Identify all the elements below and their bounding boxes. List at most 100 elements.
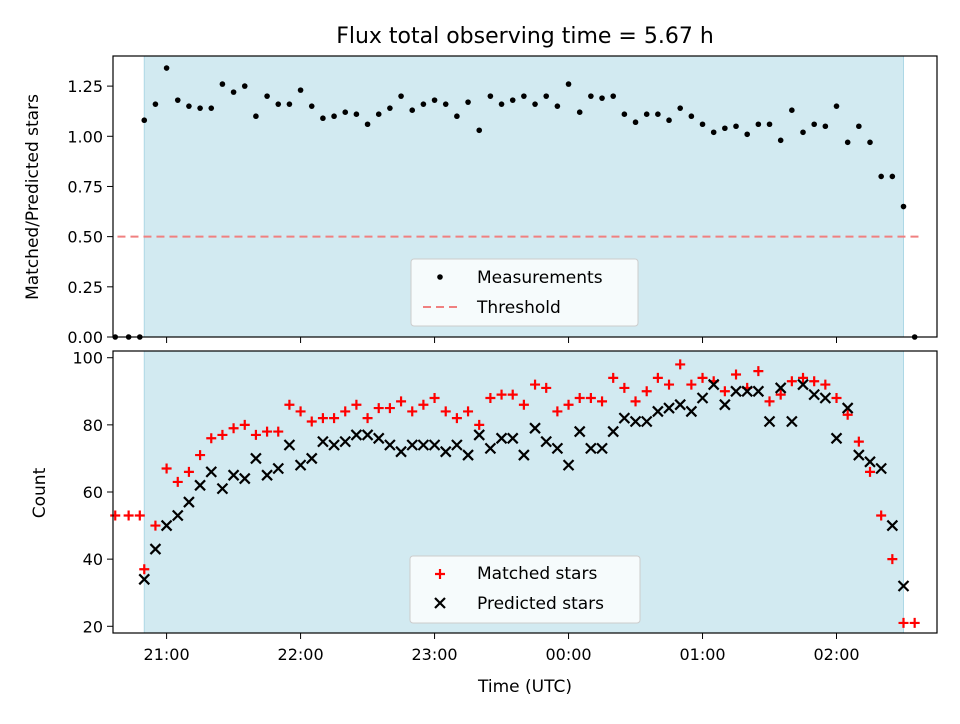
measurement-point [889, 173, 896, 180]
matched-star-marker [351, 399, 362, 410]
predicted-star-marker [674, 398, 686, 411]
measurement-point [677, 105, 683, 111]
measurement-point [174, 97, 181, 103]
bottom-y-tick-label-1: 40 [83, 550, 103, 569]
matched-star-marker [463, 406, 474, 417]
measurement-point [241, 83, 248, 89]
predicted-star-marker [607, 425, 619, 438]
measurement-point [733, 123, 739, 130]
predicted-star-marker [171, 509, 184, 522]
predicted-star-marker [763, 415, 776, 428]
measurement-point [442, 101, 449, 107]
predicted-star-marker [495, 432, 508, 445]
matched-star-marker [139, 564, 150, 575]
matched-star-marker [150, 520, 161, 531]
measurement-point [688, 113, 695, 120]
matched-star-marker [485, 393, 496, 403]
measurement-point [286, 101, 293, 107]
matched-star-marker [250, 429, 261, 440]
matched-star-marker [630, 396, 641, 407]
predicted-star-marker [518, 449, 530, 461]
measurement-point [219, 81, 226, 87]
measurement-point [297, 87, 304, 93]
measurement-point [331, 113, 337, 120]
matched-star-marker [340, 406, 351, 417]
x-tick-label-2: 23:00 [412, 645, 458, 664]
matched-star-marker [909, 617, 920, 628]
matched-star-marker [686, 379, 697, 390]
matched-star-marker [675, 359, 686, 370]
measurement-point [498, 101, 505, 107]
measurement-point [822, 123, 829, 130]
measurement-point [610, 93, 617, 99]
predicted-star-marker [696, 392, 709, 404]
predicted-star-marker [797, 378, 809, 391]
predicted-star-marker [484, 442, 497, 455]
predicted-star-marker [841, 402, 854, 414]
x-tick-label-5: 02:00 [813, 645, 859, 664]
predicted-star-marker [138, 573, 151, 586]
measurement-point [253, 113, 259, 120]
predicted-star-marker [629, 415, 642, 428]
measurement-point [230, 89, 237, 95]
matched-star-marker [563, 399, 574, 410]
matched-star-marker [317, 413, 328, 424]
predicted-star-marker [160, 519, 173, 532]
matched-star-marker [898, 617, 909, 628]
top-y-tick-label-2: 0.50 [67, 228, 103, 247]
matched-star-marker [195, 450, 206, 461]
legend-threshold-label: Threshold [476, 298, 561, 318]
measurement-point [833, 103, 840, 109]
predicted-star-marker [395, 445, 407, 458]
matched-star-marker [362, 413, 373, 424]
predicted-star-marker [372, 432, 385, 445]
predicted-star-marker [339, 435, 352, 448]
bottom-panel: 20 40 60 80 100 21:00 22:00 23:00 00:00 01:00 02:0… [72, 349, 938, 664]
matched-star-marker [775, 389, 786, 400]
matched-star-marker [597, 396, 608, 407]
predicted-star-marker [685, 405, 698, 418]
matched-star-marker [552, 406, 563, 417]
predicted-star-marker [618, 412, 631, 424]
measurement-point [789, 107, 795, 113]
matched-star-marker [842, 409, 853, 420]
measurement-point [353, 111, 360, 118]
measurement-point [476, 127, 483, 134]
measurement-point [599, 95, 605, 101]
chart-title: Flux total observing time = 5.67 h [336, 24, 714, 49]
matched-star-marker [887, 554, 898, 565]
measurement-point [186, 103, 192, 109]
matched-star-marker [384, 403, 395, 414]
predicted-star-marker [663, 402, 675, 414]
matched-star-marker [865, 466, 876, 477]
top-y-tick-label-3: 0.75 [67, 177, 103, 196]
legend-predicted-label: Predicted stars [477, 594, 604, 614]
measurement-point [867, 139, 873, 146]
predicted-star-marker [864, 456, 876, 468]
matched-star-marker [440, 406, 451, 417]
matched-star-marker [228, 423, 239, 434]
matched-star-marker [396, 396, 407, 407]
predicted-star-marker [540, 435, 552, 448]
predicted-star-marker [830, 432, 843, 445]
matched-star-marker [574, 393, 585, 403]
matched-star-marker [608, 372, 619, 383]
matched-star-marker [641, 386, 652, 397]
matched-star-marker [206, 433, 217, 444]
bottom-y-tick-label-2: 60 [83, 483, 103, 502]
measurement-point [532, 101, 538, 107]
legend-measurements-marker [437, 274, 443, 280]
matched-star-marker [451, 413, 462, 424]
measurement-point [398, 93, 404, 99]
matched-star-marker [262, 426, 273, 437]
matched-star-marker [831, 393, 842, 403]
matched-star-marker [123, 510, 134, 521]
predicted-star-marker [149, 543, 162, 555]
matched-star-marker [518, 399, 529, 410]
matched-star-marker [786, 376, 797, 387]
predicted-star-marker [384, 439, 396, 451]
x-tick-label-0: 21:00 [144, 645, 190, 664]
matched-star-marker [429, 393, 440, 403]
measurement-point [710, 129, 717, 136]
measurement-point [197, 105, 203, 111]
